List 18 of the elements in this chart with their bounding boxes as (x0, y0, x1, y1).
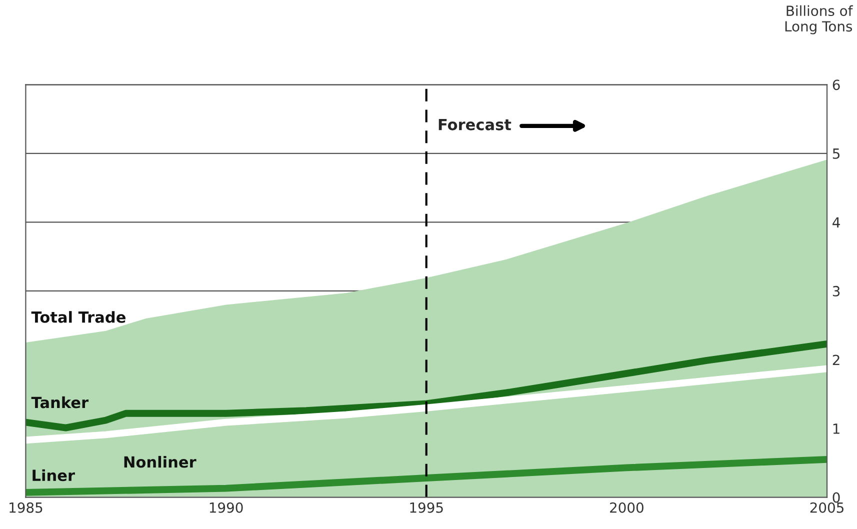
series-label: Nonliner (124, 456, 196, 468)
y-tick-label: 0 (832, 492, 840, 503)
series-label: Liner (32, 469, 75, 482)
x-tick-label: 1990 (210, 502, 243, 513)
y-axis-title: Billions of Long Tons (785, 5, 853, 34)
y-tick-label: 6 (832, 80, 840, 90)
series-label: Tanker (31, 396, 89, 408)
y-tick-label: 4 (832, 217, 840, 228)
x-tick-label: 1995 (410, 502, 443, 513)
y-tick-label: 3 (832, 286, 840, 296)
y-tick-label: 2 (832, 354, 840, 365)
y-tick-label: 1 (833, 424, 840, 434)
y-tick-label: 5 (832, 148, 840, 159)
x-tick-label: 1985 (10, 502, 42, 513)
series-label: Total Trade (31, 311, 126, 323)
x-tick-label: 2000 (610, 502, 644, 513)
x-tick-label: 2005 (810, 502, 844, 513)
ref-line-label: Forecast (438, 118, 512, 130)
